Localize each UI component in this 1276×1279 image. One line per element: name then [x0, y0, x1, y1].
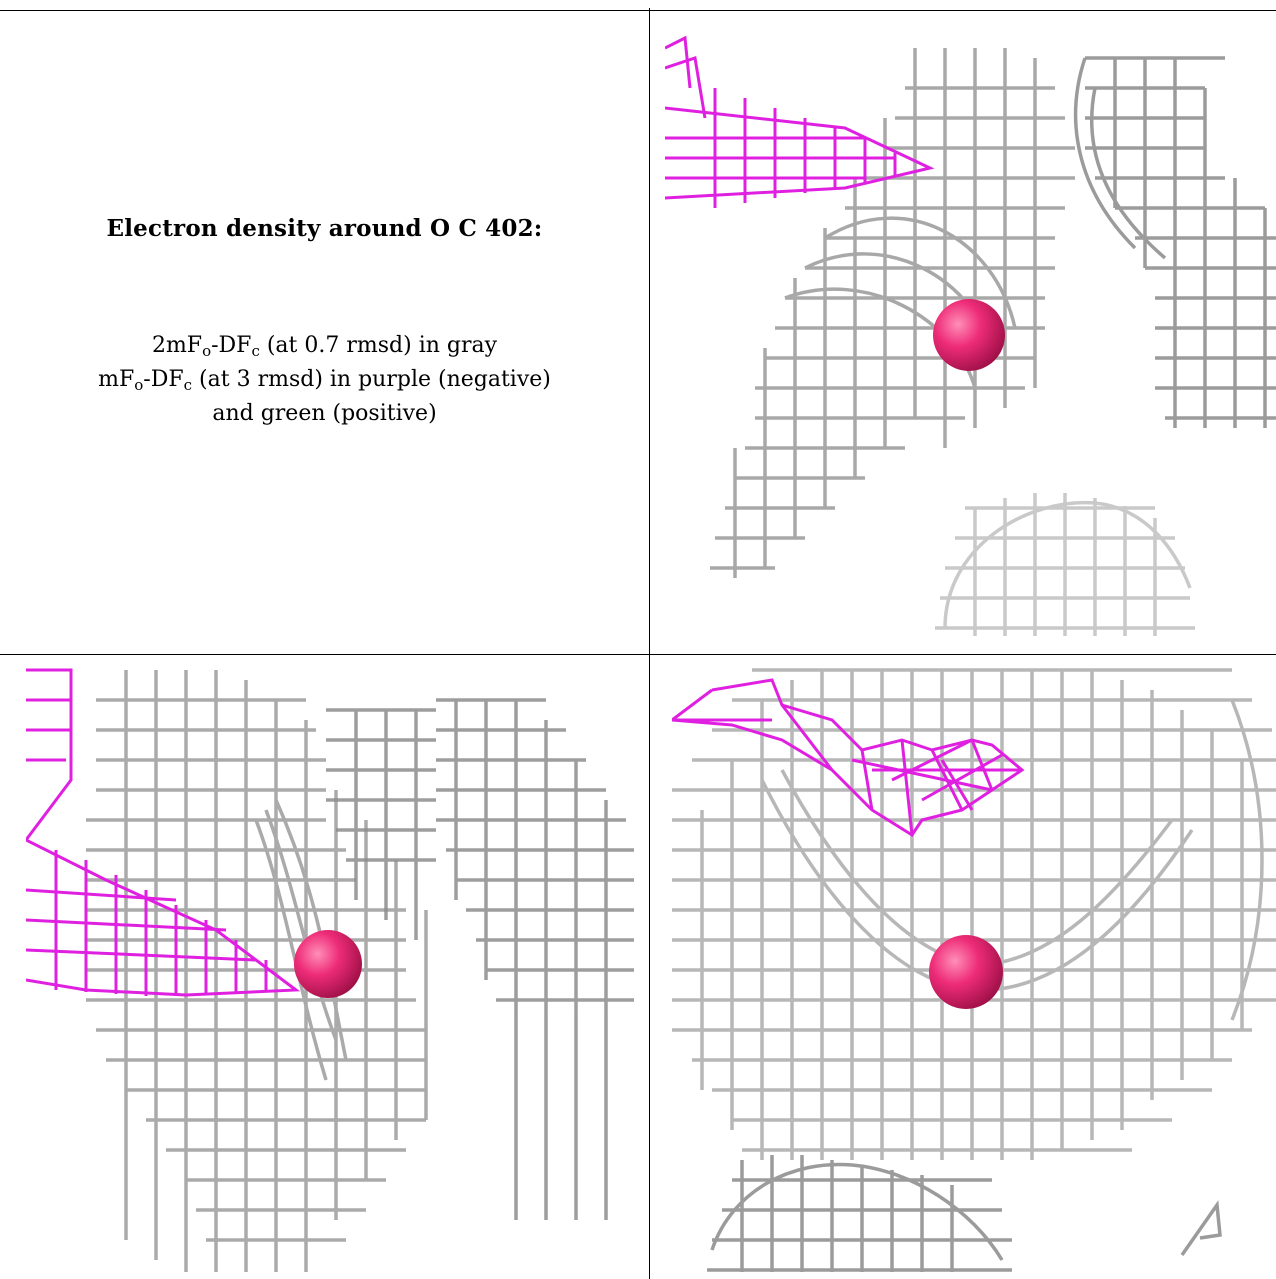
negative-mesh — [665, 35, 935, 208]
legend-line-1: 2mFo-DFc (at 0.7 rmsd) in gray — [151, 333, 498, 360]
top-border — [0, 10, 1276, 11]
oxygen-atom — [933, 299, 1005, 371]
legend-line-3: and green (positive) — [212, 401, 437, 426]
legend-title: Electron density around O C 402: — [106, 215, 543, 242]
gray-mesh-right — [1073, 56, 1276, 428]
density-mesh-top-right — [665, 35, 1276, 636]
vertical-divider — [649, 8, 650, 1279]
gray-mesh — [86, 670, 428, 1272]
gray-mesh-bottom — [935, 493, 1195, 636]
density-mesh-bottom-left — [26, 668, 634, 1272]
gray-mesh-right — [326, 698, 634, 1220]
view-top-right — [665, 28, 1276, 636]
legend-line-2: mFo-DFc (at 3 rmsd) in purple (negative) — [98, 367, 551, 394]
legend-description: 2mFo-DFc (at 0.7 rmsd) in gray mFo-DFc (… — [0, 329, 649, 431]
gray-mesh — [710, 48, 1075, 578]
negative-mesh — [672, 678, 1025, 838]
view-bottom-right — [672, 660, 1276, 1272]
oxygen-atom — [294, 930, 362, 998]
gray-mesh-bottom — [707, 1155, 1222, 1272]
view-bottom-left — [26, 660, 634, 1272]
legend-panel: Electron density around O C 402: 2mFo-DF… — [0, 11, 649, 654]
density-mesh-bottom-right — [672, 668, 1276, 1272]
oxygen-atom — [929, 935, 1003, 1009]
horizontal-divider — [0, 654, 1276, 655]
negative-mesh — [26, 668, 301, 997]
